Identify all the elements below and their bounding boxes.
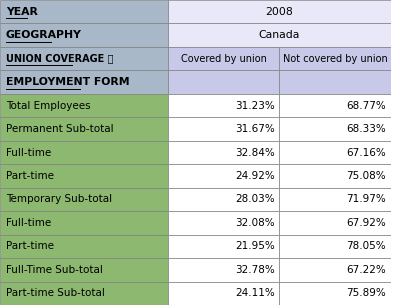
Text: Part-time: Part-time xyxy=(6,171,54,181)
Text: 75.08%: 75.08% xyxy=(346,171,386,181)
Bar xyxy=(168,70,279,94)
Bar xyxy=(168,258,279,282)
Bar xyxy=(0,94,168,117)
Bar xyxy=(168,47,279,70)
Bar xyxy=(168,23,391,47)
Text: 68.33%: 68.33% xyxy=(346,124,386,134)
Text: Full-time: Full-time xyxy=(6,148,51,157)
Text: GEOGRAPHY: GEOGRAPHY xyxy=(6,30,82,40)
Bar xyxy=(0,70,168,94)
Text: Part-time Sub-total: Part-time Sub-total xyxy=(6,288,105,298)
Text: Part-time: Part-time xyxy=(6,241,54,251)
Bar xyxy=(168,94,279,117)
Text: YEAR: YEAR xyxy=(6,7,38,17)
Text: Full-time: Full-time xyxy=(6,218,51,228)
Text: 21.95%: 21.95% xyxy=(235,241,275,251)
Bar xyxy=(168,211,279,235)
Bar xyxy=(279,117,391,141)
Text: 32.08%: 32.08% xyxy=(235,218,275,228)
Bar xyxy=(0,188,168,211)
Text: 71.97%: 71.97% xyxy=(346,194,386,204)
Text: Temporary Sub-total: Temporary Sub-total xyxy=(6,194,112,204)
Bar xyxy=(279,211,391,235)
Bar xyxy=(168,117,279,141)
Text: 31.67%: 31.67% xyxy=(235,124,275,134)
Bar xyxy=(168,282,279,305)
Text: Permanent Sub-total: Permanent Sub-total xyxy=(6,124,113,134)
Bar xyxy=(279,235,391,258)
Text: Canada: Canada xyxy=(259,30,300,40)
Bar xyxy=(279,282,391,305)
Bar xyxy=(279,47,391,70)
Text: 67.92%: 67.92% xyxy=(346,218,386,228)
Text: 24.92%: 24.92% xyxy=(235,171,275,181)
Bar xyxy=(279,188,391,211)
Bar xyxy=(0,47,168,70)
Bar xyxy=(0,117,168,141)
Bar xyxy=(168,0,391,23)
Bar xyxy=(279,258,391,282)
Bar xyxy=(0,141,168,164)
Text: 75.89%: 75.89% xyxy=(346,288,386,298)
Bar xyxy=(168,235,279,258)
Bar xyxy=(279,94,391,117)
Bar xyxy=(279,141,391,164)
Bar xyxy=(0,282,168,305)
Bar xyxy=(0,235,168,258)
Text: Full-Time Sub-total: Full-Time Sub-total xyxy=(6,265,103,275)
Text: EMPLOYMENT FORM: EMPLOYMENT FORM xyxy=(6,77,130,87)
Text: Not covered by union: Not covered by union xyxy=(282,54,387,64)
Bar xyxy=(0,258,168,282)
Text: 67.16%: 67.16% xyxy=(346,148,386,157)
Bar xyxy=(0,164,168,188)
Text: 32.84%: 32.84% xyxy=(235,148,275,157)
Bar xyxy=(279,164,391,188)
Text: 67.22%: 67.22% xyxy=(346,265,386,275)
Bar xyxy=(0,211,168,235)
Bar xyxy=(168,141,279,164)
Bar xyxy=(168,164,279,188)
Bar xyxy=(279,70,391,94)
Bar xyxy=(0,23,168,47)
Text: 28.03%: 28.03% xyxy=(235,194,275,204)
Bar xyxy=(0,0,168,23)
Text: 32.78%: 32.78% xyxy=(235,265,275,275)
Text: 68.77%: 68.77% xyxy=(346,101,386,111)
Text: 2008: 2008 xyxy=(265,7,293,17)
Bar xyxy=(168,188,279,211)
Text: 24.11%: 24.11% xyxy=(235,288,275,298)
Text: UNION COVERAGE ⓘ: UNION COVERAGE ⓘ xyxy=(6,54,113,64)
Text: Total Employees: Total Employees xyxy=(6,101,91,111)
Text: 78.05%: 78.05% xyxy=(346,241,386,251)
Text: 31.23%: 31.23% xyxy=(235,101,275,111)
Text: Covered by union: Covered by union xyxy=(181,54,267,64)
